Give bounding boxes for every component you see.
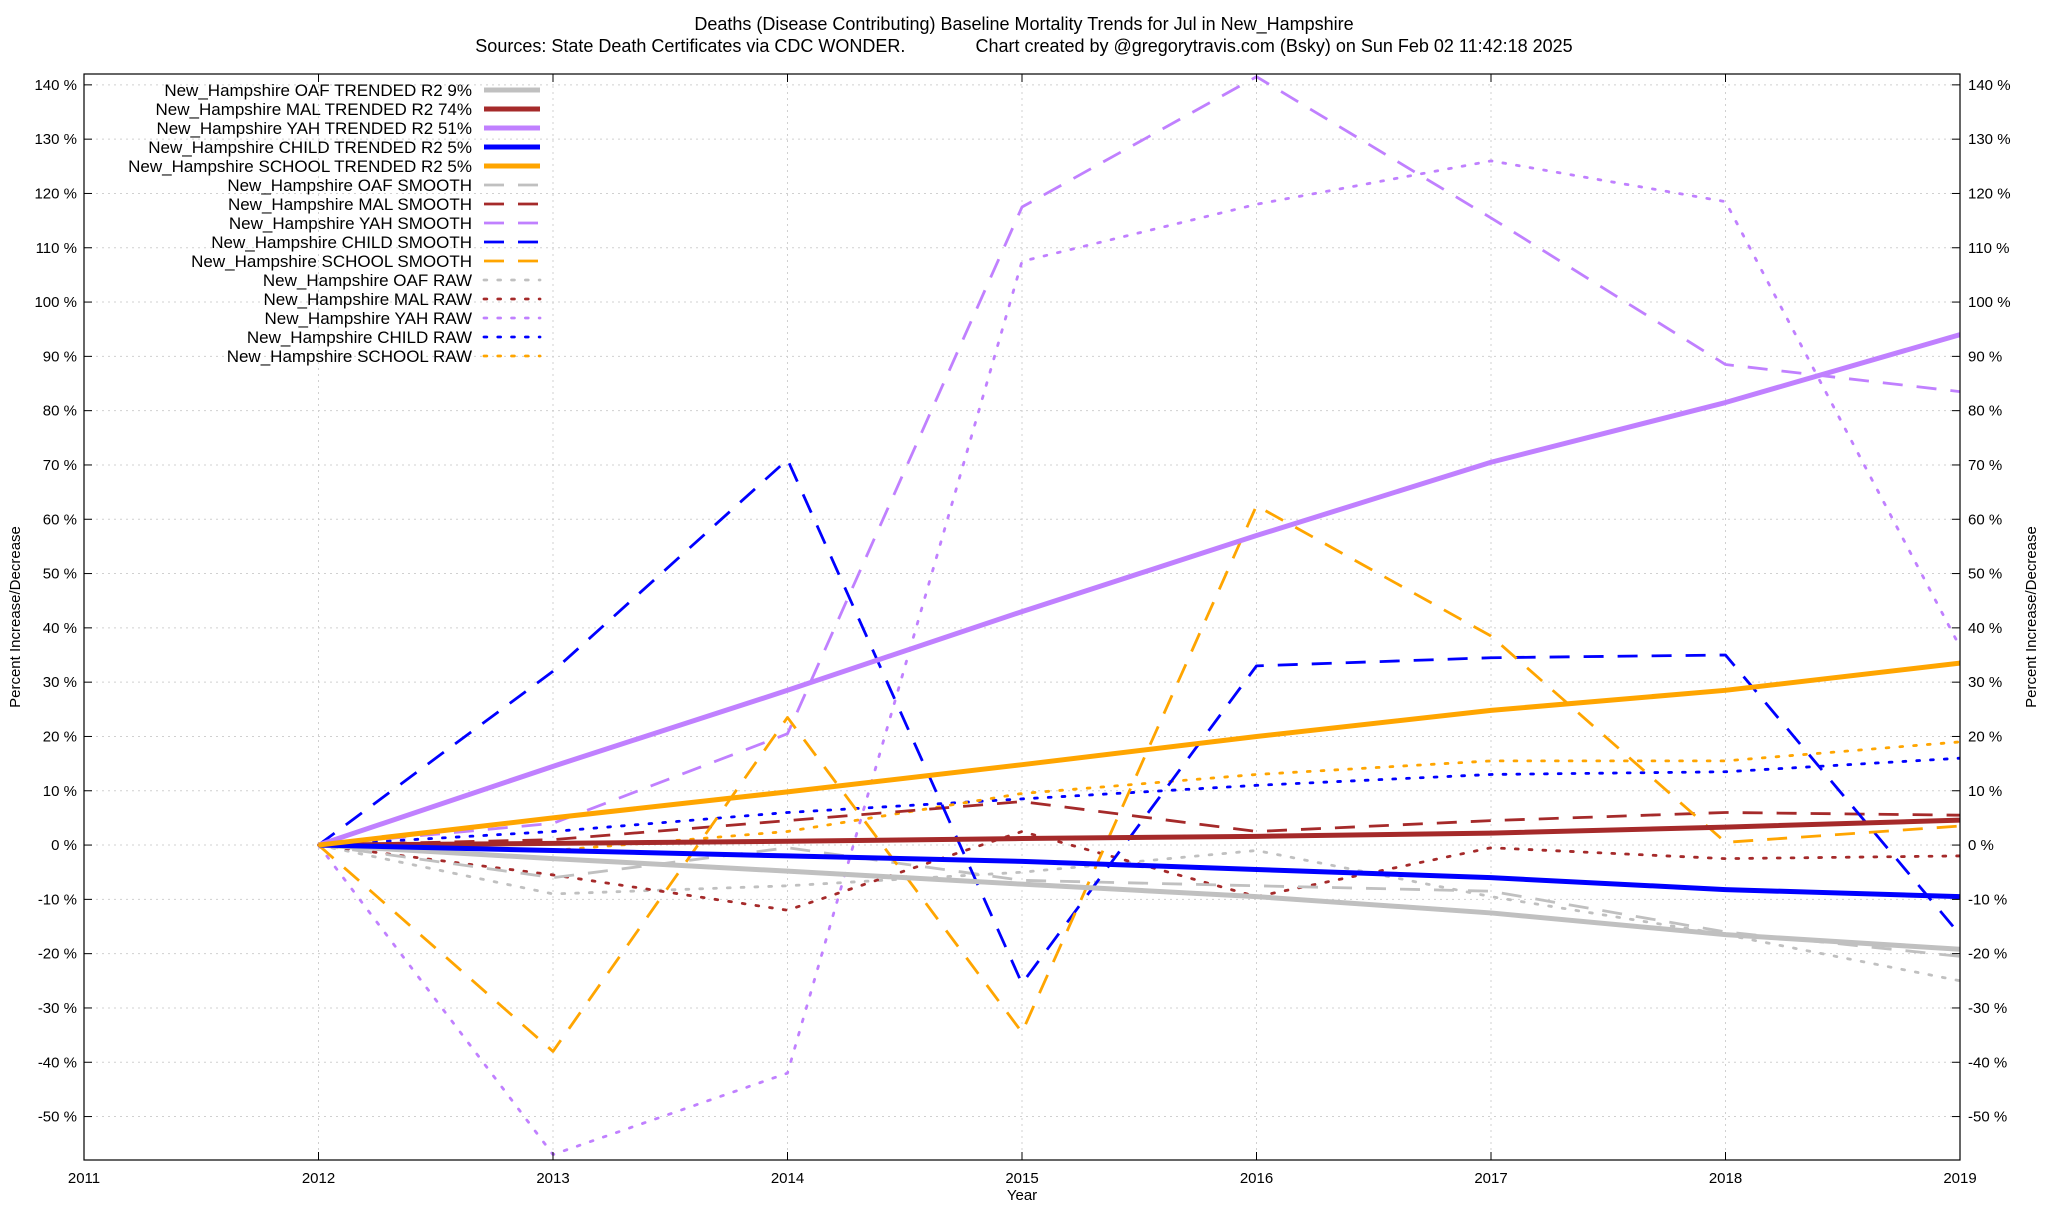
y-tick-label-left: 20 % (43, 728, 77, 745)
y-tick-label-right: 80 % (1968, 403, 2002, 420)
series-layer (317, 75, 1960, 1156)
legend-label: New_Hampshire CHILD RAW (247, 328, 472, 347)
y-tick-label-right: 100 % (1968, 294, 2011, 311)
y-tick-label-left: -30 % (38, 1000, 77, 1017)
y-tick-label-left: 0 % (51, 837, 77, 854)
y-tick-label-left: -10 % (38, 891, 77, 908)
y-tick-label-left: 110 % (36, 240, 77, 257)
series-line-mal-smooth (318, 800, 1960, 847)
legend-label: New_Hampshire YAH TRENDED R2 51% (156, 119, 472, 138)
y-tick-label-right: -20 % (1968, 946, 2007, 963)
series-line-school-trended-r2-5 (318, 660, 1960, 848)
chart-subtitle: Sources: State Death Certificates via CD… (475, 36, 1572, 56)
y-tick-label-right: 20 % (1968, 728, 2002, 745)
y-tick-label-left: 30 % (43, 674, 77, 691)
y-tick-label-left: -20 % (38, 946, 77, 963)
x-tick-label: 2019 (1943, 1170, 1976, 1187)
series-line-yah-trended-r2-51 (317, 332, 1960, 848)
y-tick-label-right: 70 % (1968, 457, 2002, 474)
legend-label: New_Hampshire SCHOOL SMOOTH (191, 252, 472, 271)
y-tick-label-left: 10 % (43, 783, 77, 800)
y-tick-label-left: 40 % (43, 620, 77, 637)
y-tick-label-left: 60 % (43, 511, 77, 528)
ticks: 140 % 140 % 130 % 130 % 120 % 120 % 110 % 110 %… (34, 74, 2011, 1187)
y-tick-label-right: 10 % (1968, 783, 2002, 800)
y-tick-label-left: 70 % (43, 457, 77, 474)
series-line-oaf-smooth (318, 843, 1960, 958)
y-tick-label-right: 130 % (1968, 131, 2011, 148)
y-tick-label-right: -10 % (1968, 891, 2007, 908)
series-line-child-raw (317, 756, 1960, 847)
legend-label: New_Hampshire CHILD TRENDED R2 5% (148, 138, 472, 157)
x-tick-label: 2016 (1240, 1170, 1273, 1187)
series-line-yah-smooth (318, 75, 1960, 847)
legend-label: New_Hampshire YAH SMOOTH (229, 214, 472, 233)
y-tick-label-right: 40 % (1968, 620, 2002, 637)
y-tick-label-right: 30 % (1968, 674, 2002, 691)
y2-axis-title: Percent Increase/Decrease (2023, 526, 2040, 708)
y-tick-label-right: 110 % (1968, 240, 2009, 257)
series-line-yah-raw (317, 159, 1960, 1156)
y-tick-label-left: 50 % (43, 566, 77, 583)
y-tick-label-left: 80 % (43, 403, 77, 420)
legend-label: New_Hampshire YAH RAW (264, 309, 472, 328)
chart-title: Deaths (Disease Contributing) Baseline M… (694, 14, 1353, 35)
y-tick-label-right: 90 % (1968, 348, 2002, 365)
y-tick-label-left: 140 % (34, 77, 77, 94)
legend-label: New_Hampshire MAL RAW (264, 290, 472, 309)
legend-label: New_Hampshire CHILD SMOOTH (211, 233, 472, 252)
x-tick-label: 2018 (1709, 1170, 1742, 1187)
y-tick-label-left: 120 % (34, 185, 77, 202)
series-line-school-smooth (317, 504, 1960, 1053)
y-tick-label-left: -40 % (38, 1054, 77, 1071)
series-line-oaf-trended-r2-9 (318, 842, 1960, 952)
x-tick-label: 2012 (302, 1170, 335, 1187)
series-line-oaf-raw (317, 843, 1960, 983)
series-line-child-trended-r2-5 (318, 842, 1960, 900)
x-axis-title: Year (1007, 1187, 1037, 1200)
x-tick-label: 2013 (536, 1170, 569, 1187)
legend-label: New_Hampshire MAL SMOOTH (228, 195, 472, 214)
legend-label: New_Hampshire OAF RAW (263, 271, 472, 290)
y-tick-label-left: -50 % (38, 1109, 77, 1126)
series-line-child-smooth (317, 458, 1960, 985)
y-tick-label-right: 0 % (1968, 837, 1994, 854)
x-tick-label: 2015 (1005, 1170, 1038, 1187)
legend-label: New_Hampshire OAF SMOOTH (227, 176, 472, 195)
series-line-mal-trended-r2-74 (318, 817, 1960, 848)
y-tick-label-right: -50 % (1968, 1109, 2007, 1126)
y-tick-label-right: 60 % (1968, 511, 2002, 528)
legend-label: New_Hampshire MAL TRENDED R2 74% (156, 100, 473, 119)
x-tick-label: 2017 (1474, 1170, 1507, 1187)
y-tick-label-left: 130 % (34, 131, 77, 148)
x-tick-label: 2011 (68, 1170, 100, 1187)
y-tick-label-right: -30 % (1968, 1000, 2007, 1017)
series-line-school-raw (317, 740, 1960, 852)
y-tick-label-left: 90 % (43, 348, 77, 365)
y-tick-label-right: 50 % (1968, 566, 2002, 583)
legend-label: New_Hampshire SCHOOL TRENDED R2 5% (128, 157, 472, 176)
legend-label: New_Hampshire OAF TRENDED R2 9% (164, 81, 472, 100)
legend-label: New_Hampshire SCHOOL RAW (227, 347, 472, 366)
y-tick-label-right: 120 % (1968, 185, 2011, 202)
legend: New_Hampshire OAF TRENDED R2 9%New_Hamps… (128, 81, 542, 366)
x-tick-label: 2014 (771, 1170, 804, 1187)
y-axis-title: Percent Increase/Decrease (7, 526, 24, 708)
y-tick-label-left: 100 % (34, 294, 77, 311)
y-tick-label-right: 140 % (1968, 77, 2011, 94)
y-tick-label-right: -40 % (1968, 1054, 2007, 1071)
